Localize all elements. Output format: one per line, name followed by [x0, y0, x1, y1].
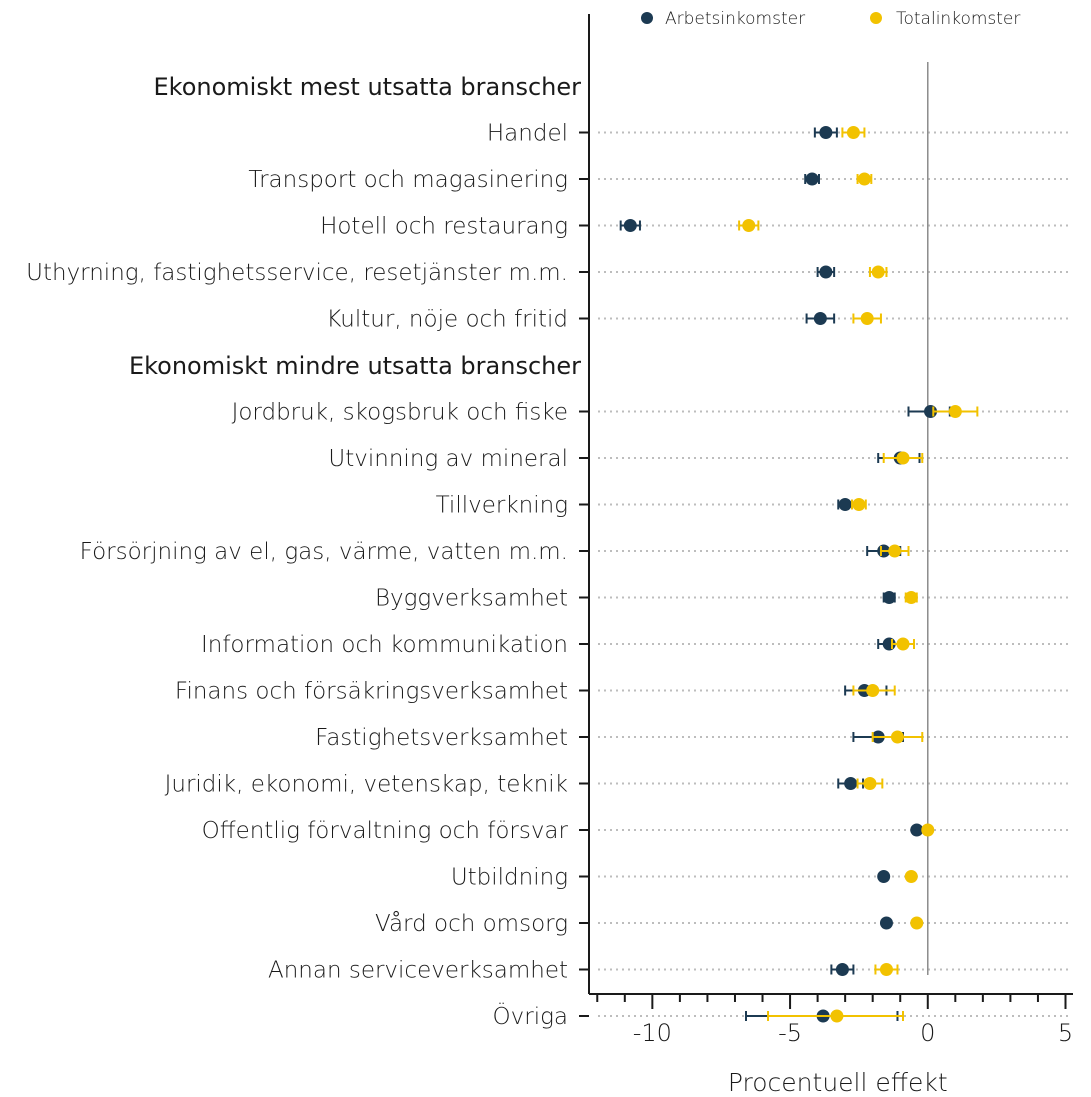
arbetsinkomster-mark-point — [838, 498, 852, 511]
arbetsinkomster-mark-point — [879, 916, 893, 930]
totalinkomster-mark-point — [860, 312, 874, 325]
legend-label-totalinkomster: Totalinkomster — [896, 9, 1020, 29]
legend: Arbetsinkomster Totalinkomster — [641, 9, 1020, 29]
arbetsinkomster-mark — [877, 870, 891, 883]
arbetsinkomster-mark — [830, 963, 855, 976]
x-tick-label: 0 — [920, 1019, 935, 1047]
arbetsinkomster-mark-point — [910, 823, 924, 837]
totalinkomster-mark — [904, 870, 918, 883]
totalinkomster-mark — [868, 265, 888, 279]
x-tick-label: -10 — [633, 1019, 672, 1047]
totalinkomster-mark — [767, 1009, 904, 1023]
arbetsinkomster-mark-point — [844, 777, 858, 790]
arbetsinkomster-mark-point — [623, 219, 637, 232]
totalinkomster-mark — [882, 451, 924, 465]
totalinkomster-mark-point — [830, 1009, 844, 1023]
totalinkomster-mark — [856, 172, 873, 186]
x-axis-title: Procentuell effekt — [728, 1068, 948, 1097]
legend-label-arbetsinkomster: Arbetsinkomster — [665, 9, 805, 29]
category-label: Handel — [487, 121, 568, 147]
category-label: Jordbruk, skogsbruk och fiske — [232, 400, 568, 426]
totalinkomster-mark-point — [742, 219, 756, 232]
totalinkomster-mark — [890, 637, 916, 651]
totalinkomster-mark-point — [871, 265, 885, 279]
legend-marker-totalinkomster — [870, 12, 882, 24]
arbetsinkomster-mark — [837, 498, 854, 511]
category-label: Byggverksamhet — [375, 586, 568, 612]
category-label: Offentlig förvaltning och försvar — [202, 818, 569, 844]
totalinkomster-mark-point — [904, 870, 918, 883]
category-label: Finans och försäkringsverksamhet — [175, 679, 568, 705]
group-label-1: Ekonomiskt mindre utsatta branscher — [129, 352, 581, 380]
arbetsinkomster-mark — [619, 219, 641, 232]
category-label: Fastighetsverksamhet — [315, 725, 568, 751]
totalinkomster-mark-point — [888, 544, 902, 558]
arbetsinkomster-mark-point — [819, 265, 833, 279]
category-label: Utbildning — [451, 865, 568, 891]
totalinkomster-mark-point — [890, 730, 904, 744]
category-label: Juridik, ekonomi, vetenskap, teknik — [165, 772, 568, 798]
totalinkomster-mark-point — [948, 405, 962, 418]
arbetsinkomster-mark — [804, 172, 820, 186]
totalinkomster-mark — [921, 823, 935, 837]
totalinkomster-mark — [856, 777, 884, 790]
totalinkomster-mark — [852, 684, 896, 697]
arbetsinkomster-mark-point — [813, 312, 827, 325]
arbetsinkomster-mark-point — [805, 172, 819, 186]
arbetsinkomster-mark-point — [835, 963, 849, 976]
totalinkomster-mark — [852, 312, 882, 325]
category-label: Vård och omsorg — [375, 911, 568, 937]
arbetsinkomster-mark-point — [882, 591, 896, 604]
totalinkomster-mark-point — [846, 126, 860, 139]
totalinkomster-mark — [910, 916, 924, 930]
arbetsinkomster-mark — [813, 126, 838, 139]
totalinkomster-mark-point — [921, 823, 935, 837]
group-label-0: Ekonomiskt mest utsatta branscher — [153, 73, 581, 101]
totalinkomster-mark — [879, 544, 910, 558]
totalinkomster-mark-point — [857, 172, 871, 186]
totalinkomster-mark-point — [896, 637, 910, 651]
totalinkomster-mark-point — [904, 591, 918, 604]
x-tick-label: -5 — [778, 1019, 802, 1047]
category-label: Transport och magasinering — [248, 167, 568, 193]
totalinkomster-mark — [851, 498, 867, 511]
totalinkomster-mark — [932, 405, 979, 418]
arbetsinkomster-mark-point — [819, 126, 833, 139]
category-label: Tillverkning — [436, 493, 568, 519]
category-label: Övriga — [493, 1002, 568, 1030]
totalinkomster-mark — [841, 126, 866, 139]
totalinkomster-mark-point — [879, 963, 893, 976]
data-marks — [619, 126, 979, 1023]
guide-lines — [598, 131, 1068, 1017]
totalinkomster-mark-point — [866, 684, 880, 697]
totalinkomster-mark-point — [852, 498, 866, 511]
category-label: Annan serviceverksamhet — [268, 958, 568, 984]
arbetsinkomster-mark-point — [877, 870, 891, 883]
arbetsinkomster-mark — [882, 591, 896, 604]
totalinkomster-mark — [904, 591, 918, 604]
arbetsinkomster-mark — [879, 916, 893, 930]
category-label: Försörjning av el, gas, värme, vatten m.… — [80, 539, 568, 565]
arbetsinkomster-mark — [910, 823, 924, 837]
totalinkomster-mark — [874, 963, 899, 976]
arbetsinkomster-mark — [816, 265, 836, 279]
category-label: Kultur, nöje och fritid — [326, 307, 568, 333]
totalinkomster-mark-point — [896, 451, 910, 465]
totalinkomster-mark-point — [863, 777, 877, 790]
arbetsinkomster-mark — [805, 312, 836, 325]
category-label: Information och kommunikation — [201, 632, 568, 658]
totalinkomster-mark-point — [910, 916, 924, 930]
totalinkomster-mark — [738, 219, 760, 232]
totalinkomster-mark — [871, 730, 924, 744]
category-label: Uthyrning, fastighetsservice, resetjänst… — [26, 260, 568, 286]
category-label: Utvinning av mineral — [328, 446, 568, 472]
legend-marker-arbetsinkomster — [641, 12, 653, 24]
category-label: Hotell och restaurang — [320, 214, 568, 240]
y-axis: Ekonomiskt mest utsatta branscher Handel T… — [26, 14, 590, 1030]
x-tick-label: 5 — [1058, 1019, 1073, 1047]
x-axis: -10 -5 0 5 — [589, 993, 1073, 1047]
